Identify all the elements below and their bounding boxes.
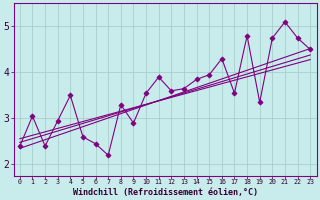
Point [207, 73, 212, 76]
Point [169, 89, 174, 92]
Point [219, 57, 224, 60]
Point [257, 101, 262, 104]
Point [93, 142, 98, 145]
Point [131, 121, 136, 125]
Point [270, 36, 275, 40]
Point [156, 75, 161, 79]
Point [181, 87, 187, 90]
Point [118, 103, 124, 106]
Point [283, 20, 288, 23]
Point [43, 144, 48, 148]
Point [308, 48, 313, 51]
Point [144, 92, 149, 95]
Point [232, 92, 237, 95]
Point [194, 78, 199, 81]
Point [55, 119, 60, 122]
X-axis label: Windchill (Refroidissement éolien,°C): Windchill (Refroidissement éolien,°C) [73, 188, 258, 197]
Point [295, 36, 300, 40]
Point [80, 135, 85, 138]
Point [244, 34, 250, 37]
Point [68, 94, 73, 97]
Point [17, 144, 22, 148]
Point [106, 154, 111, 157]
Point [30, 115, 35, 118]
